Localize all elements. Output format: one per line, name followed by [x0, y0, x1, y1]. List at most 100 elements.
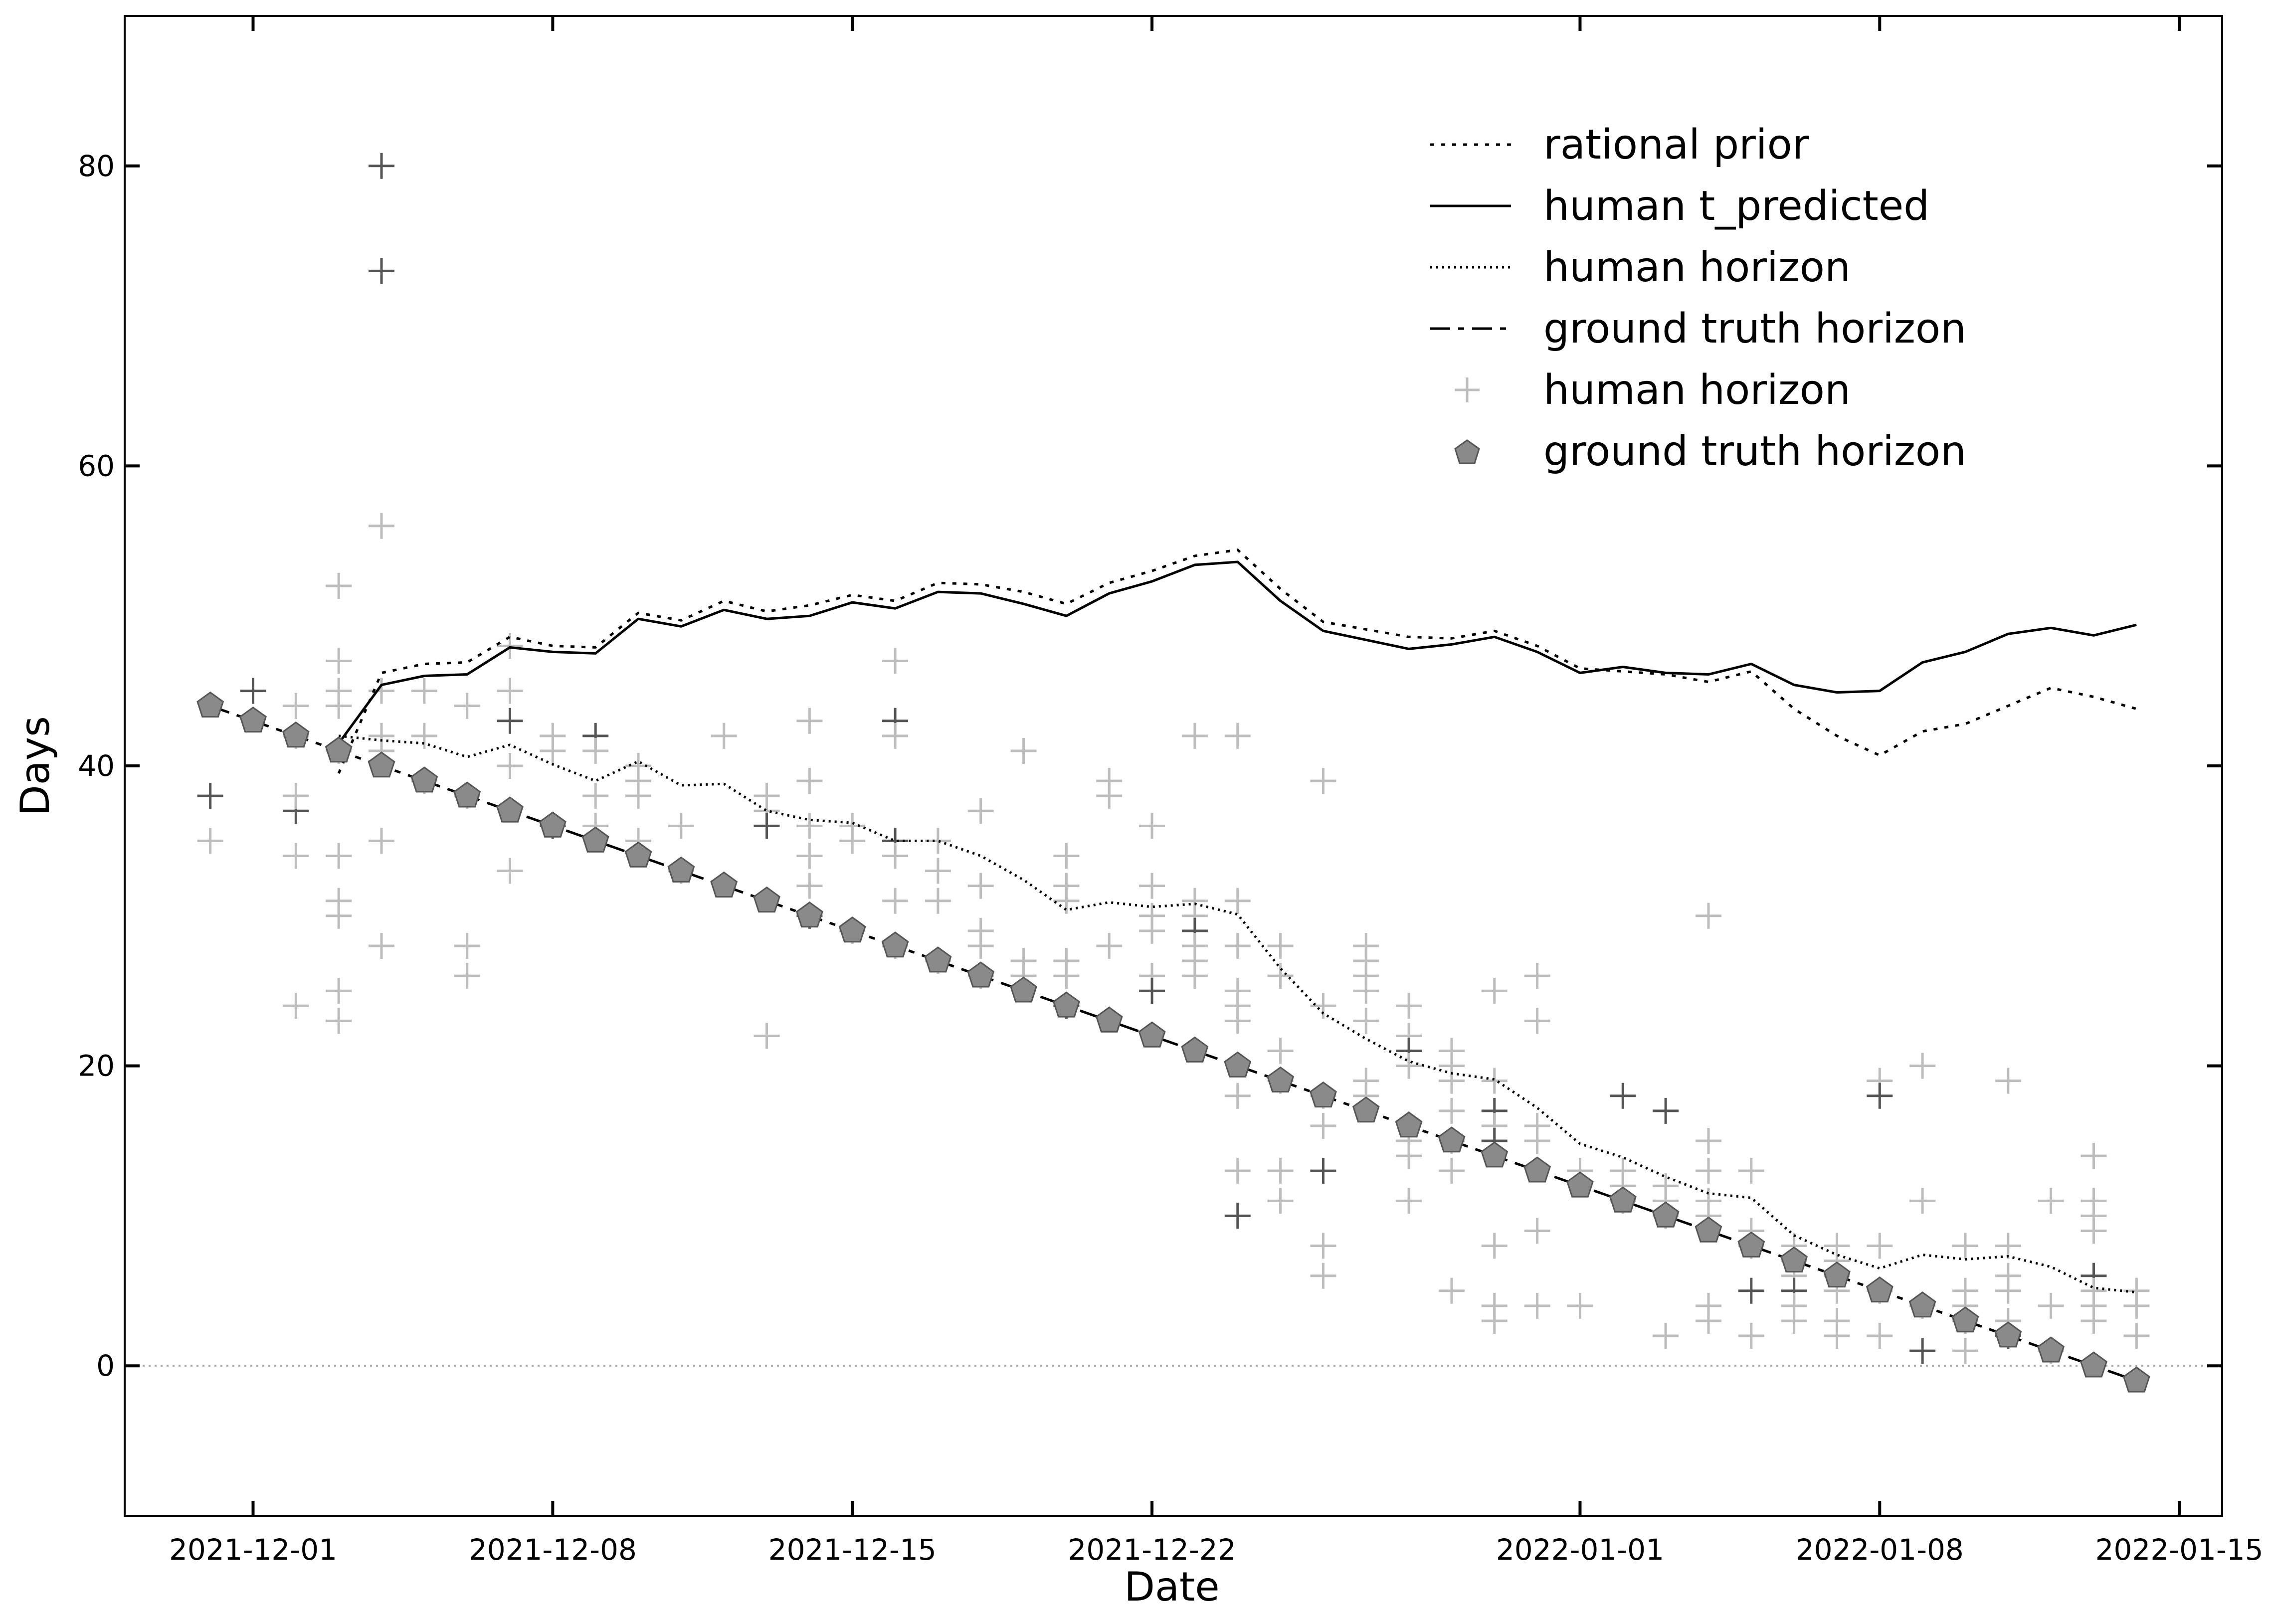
- human-horizon-point: [625, 783, 652, 809]
- human-horizon-point: [1224, 1158, 1251, 1184]
- human-horizon-point: [754, 813, 780, 839]
- legend-label-human-horizon-plus: human horizon: [1543, 366, 1851, 414]
- human-horizon-point: [1438, 1158, 1465, 1184]
- y-axis-title: Days: [12, 716, 58, 816]
- ground-truth-point: [196, 691, 224, 718]
- human-horizon-point: [796, 708, 823, 734]
- human-horizon-point: [1481, 1307, 1508, 1334]
- ground-truth-point: [496, 796, 524, 823]
- human-horizon-point: [1653, 1097, 1679, 1124]
- ground-truth-point: [453, 781, 481, 808]
- ground-truth-point: [1994, 1321, 2022, 1348]
- ground-truth-point: [1395, 1111, 1423, 1138]
- series-lines: [209, 548, 2137, 1382]
- ground-truth-point: [1224, 1051, 1252, 1078]
- human-horizon-point: [2081, 1307, 2107, 1334]
- human-horizon-point: [796, 843, 823, 869]
- human-horizon-point: [1224, 1203, 1251, 1229]
- human-horizon-point: [925, 858, 951, 884]
- human-horizon-point: [1224, 888, 1251, 914]
- human-horizon-point: [711, 722, 737, 749]
- x-tick-label: 2021-12-01: [169, 1533, 337, 1567]
- x-axis-title: Date: [1124, 1564, 1219, 1610]
- y-tick-label: 20: [78, 1049, 115, 1083]
- human-horizon-point: [1695, 1128, 1721, 1154]
- ground-truth-point: [1181, 1036, 1209, 1063]
- human-horizon-point: [925, 828, 951, 854]
- human-horizon-point: [283, 843, 309, 869]
- x-tick-label: 2022-01-15: [2095, 1533, 2264, 1567]
- human-horizon-point: [326, 902, 352, 929]
- human-horizon-point: [882, 648, 909, 674]
- human-horizon-point: [796, 768, 823, 794]
- human-horizon-point: [1995, 1068, 2021, 1094]
- human-horizon-point: [1481, 978, 1508, 1004]
- human-horizon-point: [1053, 963, 1080, 989]
- human-horizon-point: [1481, 1233, 1508, 1259]
- human-horizon-point: [1567, 1292, 1593, 1319]
- human-horizon-point: [1396, 1143, 1422, 1169]
- human-horizon-point: [411, 722, 437, 749]
- ground-truth-point: [753, 886, 780, 913]
- human-horizon-point: [1310, 1233, 1336, 1259]
- human-horizon-point: [540, 737, 566, 764]
- human-horizon-point: [1653, 1323, 1679, 1349]
- human-horizon-point: [1267, 1158, 1294, 1184]
- human-horizon-point: [497, 633, 523, 659]
- human-horizon-point: [1310, 1112, 1336, 1139]
- human-horizon-point: [1053, 843, 1080, 869]
- ground-truth-point: [282, 721, 310, 748]
- human-horizon-point: [454, 932, 480, 959]
- human-horizon-point: [754, 1023, 780, 1049]
- human-horizon-point: [1396, 993, 1422, 1019]
- human-horizon-point: [1438, 1277, 1465, 1304]
- human-horizon-point: [882, 843, 909, 869]
- ground-truth-point: [539, 811, 567, 838]
- human-horizon-point: [1139, 978, 1165, 1004]
- human-horizon-point: [2038, 1188, 2064, 1214]
- human-horizon-point: [411, 678, 437, 704]
- ground-truth-point: [1866, 1276, 1893, 1303]
- human-horizon-point: [1310, 993, 1336, 1019]
- legend-label-human-t-predicted: human t_predicted: [1543, 182, 1929, 230]
- human-horizon-point: [839, 828, 866, 854]
- human-horizon-point: [240, 678, 266, 704]
- human-horizon-point: [326, 843, 352, 869]
- x-tick-label: 2022-01-01: [1496, 1533, 1664, 1567]
- human-horizon-point: [1267, 932, 1294, 959]
- ground-truth-point: [1609, 1186, 1637, 1213]
- human-horizon-point: [326, 573, 352, 599]
- human-horizon-point: [454, 963, 480, 989]
- human-t-predicted-line: [338, 560, 2137, 744]
- ground-truth-horizon-line: [209, 705, 2137, 1382]
- human-horizon-point: [882, 888, 909, 914]
- human-horizon-point: [2081, 1143, 2107, 1169]
- human-horizon-point: [1139, 813, 1165, 839]
- human-horizon-point: [1524, 1008, 1550, 1034]
- human-horizon-point: [1481, 1068, 1508, 1094]
- ground-truth-point: [667, 856, 695, 883]
- human-horizon-point: [1139, 917, 1165, 944]
- human-horizon-point: [1824, 1323, 1850, 1349]
- rational-prior-line: [337, 548, 2137, 774]
- ground-truth-point: [710, 871, 738, 898]
- ground-truth-point: [239, 706, 267, 733]
- human-horizon-point: [796, 873, 823, 899]
- human-horizon-point: [1867, 1083, 1893, 1109]
- human-horizon-point: [326, 693, 352, 719]
- human-horizon-point: [497, 678, 523, 704]
- ground-truth-point: [1908, 1291, 1936, 1318]
- human-horizon-point: [1952, 1233, 1978, 1259]
- human-horizon-point: [967, 932, 994, 959]
- y-tick-label: 40: [78, 749, 115, 783]
- human-horizon-point: [1181, 722, 1208, 749]
- x-axis-ticks: 2021-12-01 2021-12-08 2021-12-15 2021-12-22…: [169, 16, 2264, 1567]
- legend-swatch-ground-truth-pentagon: [1454, 439, 1480, 464]
- ground-truth-point: [1780, 1246, 1808, 1272]
- human-horizon-point: [1867, 1323, 1893, 1349]
- ground-truth-point: [1010, 976, 1037, 1003]
- x-tick-label: 2022-01-08: [1796, 1533, 1964, 1567]
- human-horizon-point: [1995, 1233, 2021, 1259]
- ground-truth-point: [1652, 1201, 1680, 1228]
